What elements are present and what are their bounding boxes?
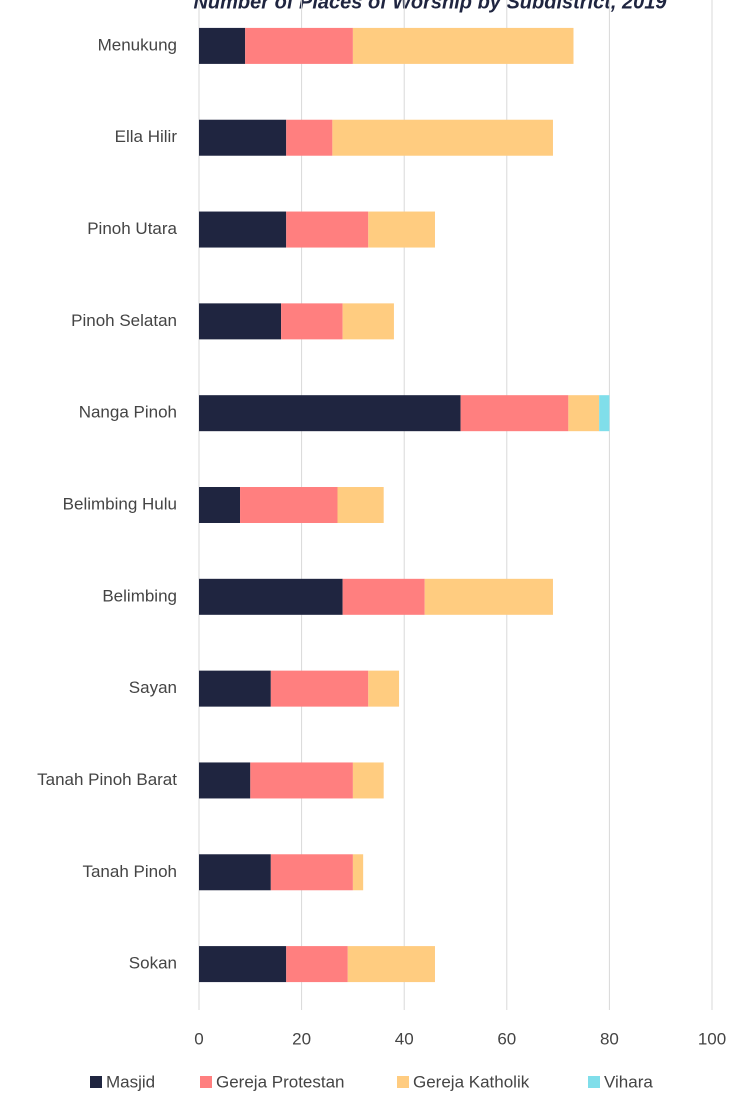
bar-segment [460, 395, 569, 432]
bar-segment [352, 854, 364, 891]
bar-segment [286, 119, 333, 156]
bar-segment [199, 762, 251, 799]
bar-segment [368, 670, 400, 707]
bar-segment [199, 395, 461, 432]
bar-segment [270, 854, 353, 891]
bar-segment [199, 946, 287, 983]
bar-segment [352, 27, 574, 64]
bar-segment [352, 762, 384, 799]
x-tick-label: 0 [194, 1029, 203, 1048]
y-tick-label: Sayan [129, 678, 177, 697]
legend-swatch [397, 1076, 409, 1088]
bar-segment [286, 946, 348, 983]
bar-segment [347, 946, 435, 983]
bar-segment [199, 854, 271, 891]
bar-segment [342, 303, 394, 340]
y-tick-label: Nanga Pinoh [79, 403, 177, 422]
bar-segment [286, 211, 369, 248]
bar-segment [332, 119, 553, 156]
bar-segment [199, 303, 282, 340]
legend-label: Gereja Protestan [216, 1072, 345, 1091]
bar-segment [342, 578, 425, 615]
bar-segment [199, 487, 241, 523]
bar-segment [337, 487, 384, 523]
x-tick-label: 100 [698, 1029, 726, 1048]
legend-swatch [90, 1076, 102, 1088]
x-tick-label: 40 [395, 1029, 414, 1048]
y-tick-label: Ella Hilir [115, 127, 178, 146]
legend-swatch [588, 1076, 600, 1088]
x-tick-label: 60 [497, 1029, 516, 1048]
y-tick-label: Belimbing Hulu [63, 494, 177, 513]
legend-swatch [200, 1076, 212, 1088]
legend-label: Masjid [106, 1072, 155, 1091]
bar-segment [199, 27, 246, 64]
bar-segment [270, 670, 369, 707]
bar-segment [250, 762, 353, 799]
legend-label: Vihara [604, 1072, 653, 1091]
bar-segment [199, 578, 343, 615]
bar-segment [245, 27, 353, 64]
bar-segment [281, 303, 343, 340]
bar-segment [368, 211, 435, 248]
y-tick-label: Menukung [98, 35, 177, 54]
y-tick-label: Tanah Pinoh [82, 862, 177, 881]
x-tick-label: 80 [600, 1029, 619, 1048]
bar-segment [199, 211, 287, 248]
bar-segment [424, 578, 553, 615]
bar-segment [199, 119, 287, 156]
bar-segment [568, 395, 600, 432]
y-tick-label: Sokan [129, 954, 177, 973]
y-tick-label: Belimbing [102, 586, 177, 605]
y-tick-label: Pinoh Utara [87, 219, 177, 238]
bar-segment [599, 395, 610, 432]
y-tick-label: Pinoh Selatan [71, 311, 177, 330]
legend-label: Gereja Katholik [413, 1072, 530, 1091]
bar-segment [199, 670, 271, 707]
chart-title: Number of Places of Worship by Subdistri… [193, 0, 667, 13]
bar-segment [240, 487, 338, 523]
x-tick-label: 20 [292, 1029, 311, 1048]
y-tick-label: Tanah Pinoh Barat [37, 770, 177, 789]
